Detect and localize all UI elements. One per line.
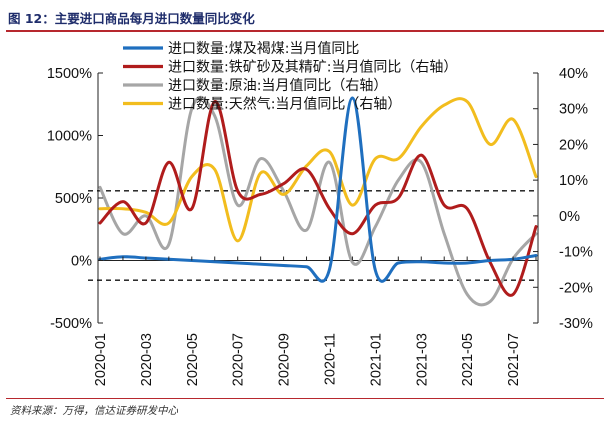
right-y-tick-label: 10%	[559, 173, 588, 189]
left-y-tick-label: 0%	[71, 254, 92, 270]
right-y-tick-label: -10%	[559, 245, 593, 261]
series-layer	[98, 95, 538, 307]
right-y-tick-label: -30%	[559, 316, 593, 332]
left-y-axis: 1500% 1000% 500% 0% -500%	[47, 66, 103, 332]
series-line-4	[98, 97, 538, 243]
source-note: 资料来源：万得，信达证券研发中心	[10, 405, 178, 417]
legend-label: 进口数量:煤及褐煤:当月值同比	[168, 41, 359, 57]
right-y-axis: 40% 30% 20% 10% 0% -10% -20% -30%	[533, 66, 593, 332]
series-line-1	[98, 96, 538, 283]
x-tick-label: 2021-01	[368, 333, 384, 386]
x-tick-label: 2021-05	[460, 333, 476, 386]
x-tick-label: 2020-03	[139, 333, 155, 386]
x-tick-label: 2021-03	[414, 333, 430, 386]
legend-label: 进口数量:铁矿砂及其精矿:当月值同比（右轴）	[168, 60, 457, 76]
left-y-tick-label: 1000%	[47, 129, 92, 145]
x-tick-label: 2020-07	[231, 333, 247, 386]
x-tick-label: 2020-05	[185, 333, 201, 386]
series-line-3	[98, 95, 538, 307]
legend-label: 进口数量:原油:当月值同比（右轴）	[168, 78, 387, 94]
series-line-2	[98, 100, 538, 297]
figure-title: 图 12：主要进口商品每月进口数量同比变化	[8, 11, 255, 26]
right-y-tick-label: 30%	[559, 102, 588, 118]
left-y-tick-label: 500%	[55, 191, 92, 207]
right-y-tick-label: 40%	[559, 66, 588, 82]
right-y-tick-label: -20%	[559, 280, 593, 296]
reference-lines	[88, 190, 538, 281]
title-divider	[6, 30, 604, 32]
x-axis: 2020-01 2020-03 2020-05 2020-07 2020-09 2020-…	[93, 256, 537, 386]
x-tick-label: 2020-11	[322, 333, 338, 385]
x-tick-label: 2020-09	[277, 333, 293, 386]
left-y-tick-label: -500%	[50, 316, 92, 332]
right-y-tick-label: 0%	[559, 209, 580, 225]
x-tick-label: 2021-07	[506, 333, 522, 386]
right-y-tick-label: 20%	[559, 137, 588, 153]
legend-label: 进口数量:天然气:当月值同比（右轴）	[168, 96, 401, 113]
x-tick-label: 2020-01	[93, 333, 109, 386]
source-divider	[6, 398, 604, 399]
left-y-tick-label: 1500%	[47, 66, 92, 82]
